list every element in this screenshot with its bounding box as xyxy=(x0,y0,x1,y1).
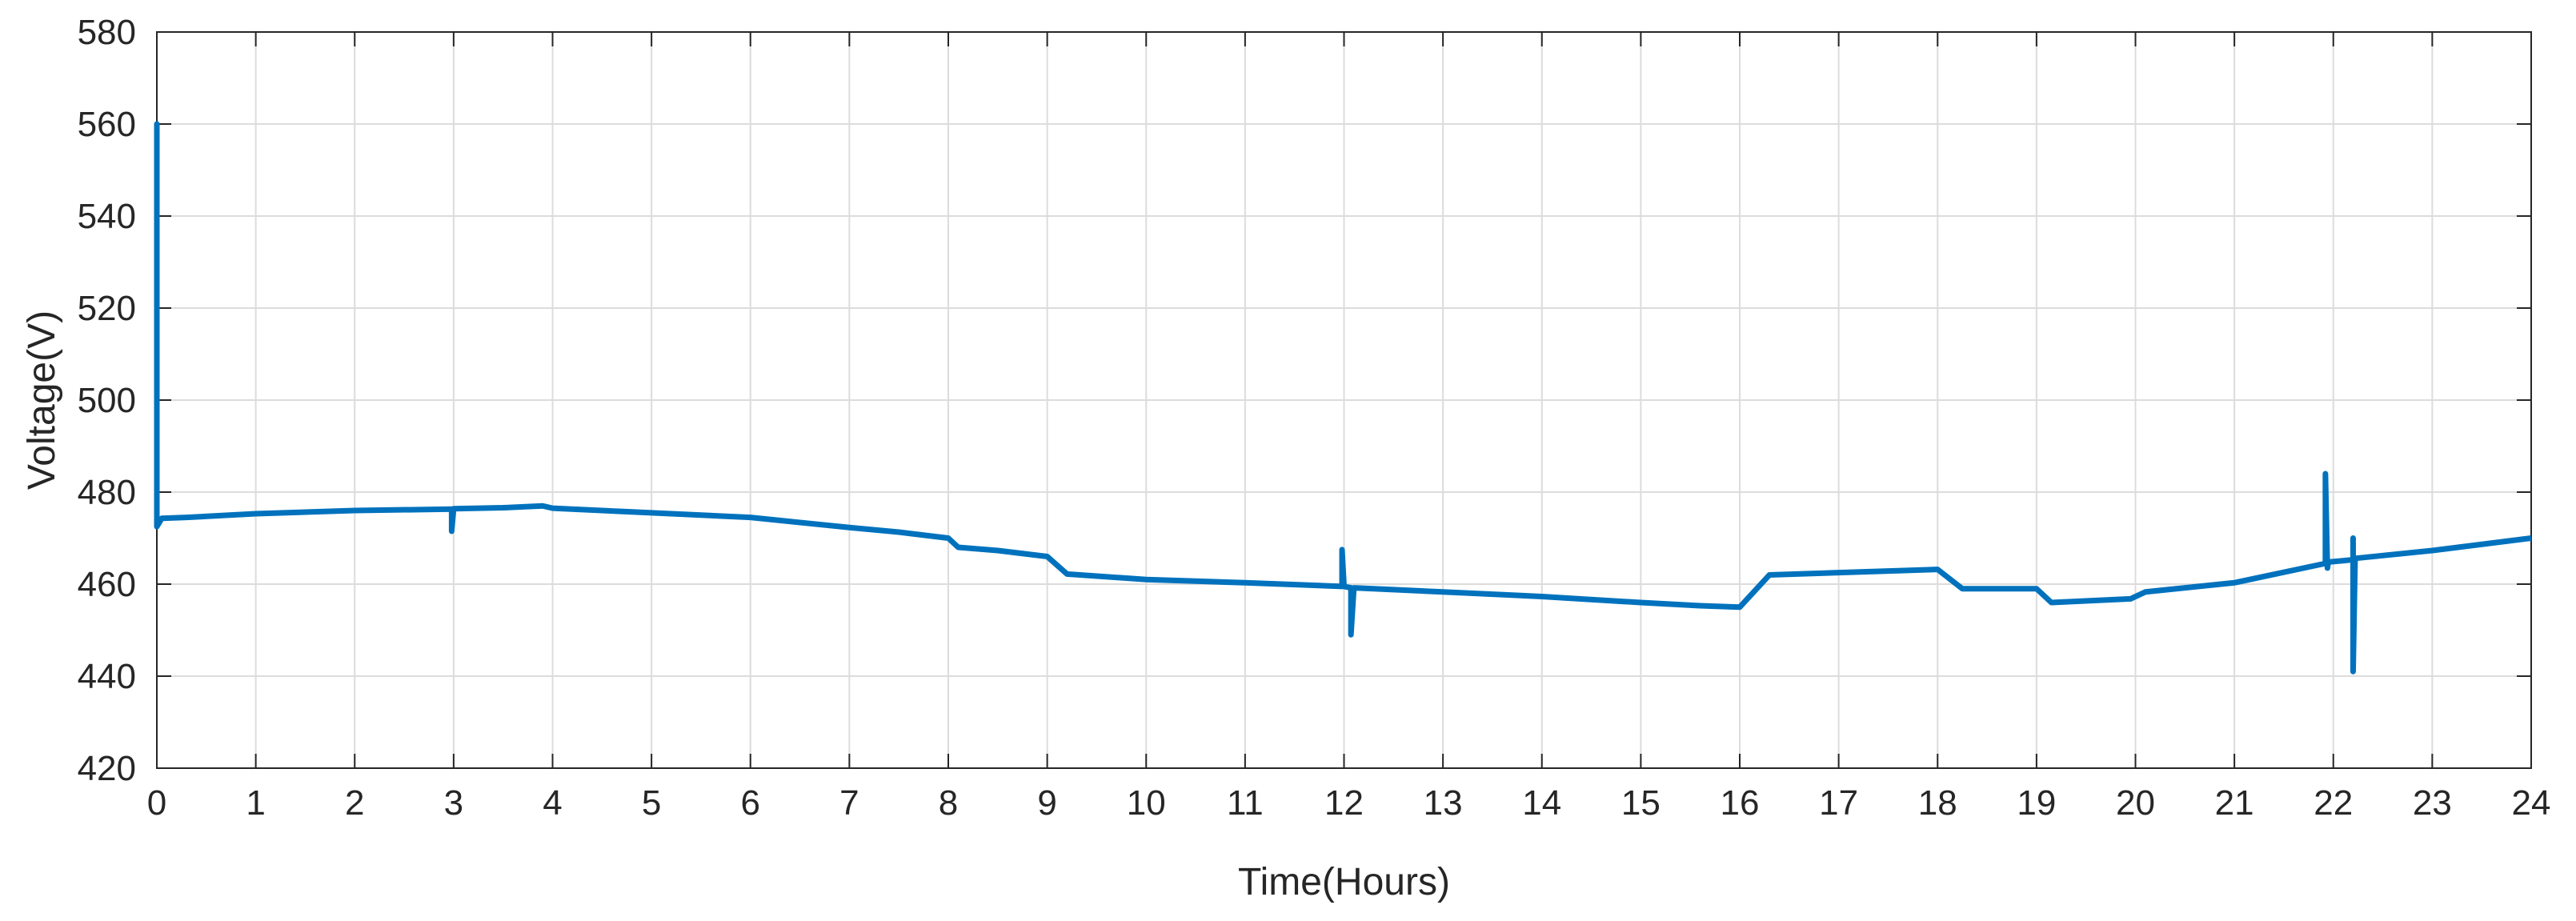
y-tick-label: 440 xyxy=(78,657,136,696)
axis-ticks xyxy=(156,31,2532,769)
y-tick-label: 520 xyxy=(78,289,136,328)
y-tick-label: 480 xyxy=(78,473,136,512)
x-tick-label: 4 xyxy=(543,783,562,823)
x-tick-label: 9 xyxy=(1037,783,1056,823)
x-tick-label: 7 xyxy=(839,783,859,823)
x-tick-label: 6 xyxy=(741,783,760,823)
x-tick-label: 13 xyxy=(1424,783,1463,823)
y-axis-label: Voltage(V) xyxy=(21,310,63,490)
x-tick-label: 0 xyxy=(147,783,166,823)
x-tick-label: 2 xyxy=(345,783,364,823)
x-tick-label: 15 xyxy=(1621,783,1661,823)
x-tick-label: 12 xyxy=(1324,783,1364,823)
x-tick-label: 1 xyxy=(246,783,265,823)
x-tick-label: 24 xyxy=(2512,783,2551,823)
x-tick-label: 8 xyxy=(939,783,958,823)
x-tick-label: 19 xyxy=(2017,783,2056,823)
x-tick-label: 18 xyxy=(1918,783,1957,823)
x-tick-label: 14 xyxy=(1522,783,1561,823)
x-tick-label: 10 xyxy=(1127,783,1166,823)
x-tick-labels: 0 1 2 3 4 5 6 7 8 9 10 11 12 13 14 15 16 17 18 19 20 21 22 23 24 xyxy=(147,783,2551,823)
voltage-series-line xyxy=(154,121,2532,675)
y-tick-label: 560 xyxy=(78,105,136,144)
y-tick-label: 500 xyxy=(78,381,136,420)
y-tick-label: 420 xyxy=(78,749,136,788)
y-tick-label: 540 xyxy=(78,197,136,236)
x-tick-label: 21 xyxy=(2215,783,2254,823)
x-tick-label: 5 xyxy=(642,783,661,823)
x-tick-label: 22 xyxy=(2314,783,2353,823)
x-tick-label: 11 xyxy=(1227,783,1264,823)
y-tick-label: 580 xyxy=(78,13,136,52)
x-tick-label: 23 xyxy=(2413,783,2452,823)
y-tick-label: 460 xyxy=(78,565,136,604)
x-tick-label: 3 xyxy=(444,783,463,823)
x-tick-label: 17 xyxy=(1819,783,1858,823)
grid xyxy=(156,31,2532,769)
x-axis-label: Time(Hours) xyxy=(1238,861,1450,903)
y-tick-labels: 420 440 460 480 500 520 540 560 580 xyxy=(78,13,136,788)
x-tick-label: 16 xyxy=(1721,783,1760,823)
x-tick-label: 20 xyxy=(2116,783,2155,823)
